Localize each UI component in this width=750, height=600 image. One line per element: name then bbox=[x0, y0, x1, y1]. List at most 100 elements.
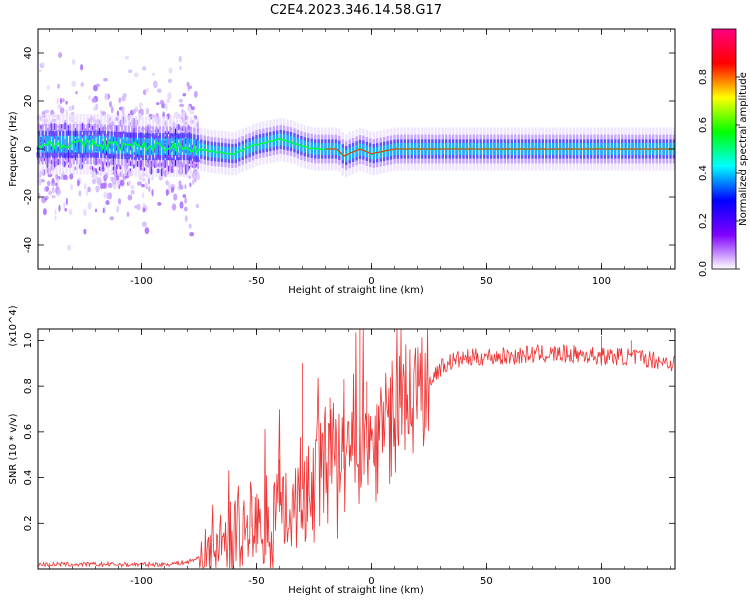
spectrogram-noise-cell bbox=[55, 173, 59, 180]
colorbar-gradient bbox=[711, 28, 737, 270]
spectrogram-noise-cell bbox=[126, 211, 130, 217]
spectrogram-noise-cell bbox=[88, 95, 91, 100]
spectrogram-xtick-label: 50 bbox=[480, 276, 493, 287]
spectrogram-noise-cell bbox=[156, 102, 160, 106]
figure-title: C2E4.2023.346.14.58.G17 bbox=[270, 3, 442, 18]
spectrogram-noise-cell bbox=[142, 89, 147, 96]
spectrogram-band-cell bbox=[86, 135, 89, 153]
spectrogram-band-cell bbox=[196, 140, 200, 157]
snr-series-line bbox=[37, 329, 675, 570]
spectrogram-band-cell bbox=[162, 138, 165, 155]
spectrogram-noise-cell bbox=[121, 106, 125, 115]
spectrogram-noise-cell bbox=[44, 109, 50, 113]
spectrogram-band-cell bbox=[58, 135, 62, 153]
spectrogram-band-cell bbox=[245, 143, 248, 155]
spectrogram-noise-cell bbox=[54, 215, 57, 221]
spectrogram-noise-cell bbox=[141, 177, 146, 183]
spectrogram-noise-cell bbox=[167, 183, 171, 190]
spectrogram-band-cell bbox=[141, 138, 144, 155]
spectrogram-noise-cell bbox=[68, 209, 73, 216]
spectrogram-band-cell bbox=[100, 136, 103, 153]
spectrogram-noise-cell bbox=[108, 101, 113, 108]
colorbar-tick-label: 0.2 bbox=[698, 213, 709, 229]
spectrogram-noise-cell bbox=[184, 197, 187, 204]
spectrogram-noise-cell bbox=[156, 88, 162, 93]
spectrogram-noise-cell bbox=[54, 209, 57, 216]
spectrogram-noise-cell bbox=[128, 180, 131, 186]
spectrogram-band-cell bbox=[75, 135, 79, 153]
spectrogram-noise-cell bbox=[110, 106, 114, 114]
spectrogram-ytick-label: 40 bbox=[23, 47, 34, 60]
spectrogram-noise-cell bbox=[182, 93, 187, 97]
spectrogram-noise-cell bbox=[165, 180, 169, 186]
spectrogram-noise-cell bbox=[71, 104, 75, 111]
spectrogram-band-cell bbox=[96, 135, 99, 153]
spectrogram-noise-cell bbox=[179, 103, 185, 108]
spectrogram-ylabel: Frequency (Hz) bbox=[8, 111, 19, 187]
spectrogram-noise-cell bbox=[99, 109, 103, 114]
spectrogram-noise-cell bbox=[173, 193, 178, 201]
snr-xtick-label: 100 bbox=[592, 576, 611, 587]
spectrogram-band-cell bbox=[41, 135, 44, 153]
colorbar-tick-label: 0.4 bbox=[698, 165, 709, 181]
spectrogram-noise-cell bbox=[71, 80, 76, 87]
spectrogram-noise-cell bbox=[148, 186, 151, 193]
spectrogram-noise-cell bbox=[192, 179, 195, 185]
snr-frame bbox=[37, 328, 676, 570]
spectrogram-band-cell bbox=[165, 138, 168, 155]
spectrogram-band-cell bbox=[110, 136, 113, 154]
spectrogram-noise-cell bbox=[56, 97, 59, 105]
spectrogram-noise-cell bbox=[65, 100, 68, 105]
spectrogram-band-cell bbox=[69, 135, 72, 153]
spectrogram-band-cell bbox=[186, 138, 189, 155]
spectrogram-xtick-label: -100 bbox=[130, 276, 153, 287]
spectrogram-noise-cell bbox=[170, 186, 174, 193]
spectrogram-band-cell bbox=[103, 136, 106, 153]
spectrogram-noise-cell bbox=[65, 197, 68, 206]
spectrogram-noise-cell bbox=[51, 183, 56, 187]
spectrogram-noise-cell bbox=[135, 106, 138, 111]
snr-ytick-label: 0.8 bbox=[23, 378, 34, 394]
spectrogram-band-cell bbox=[72, 135, 75, 153]
spectrogram-band-cell bbox=[158, 138, 162, 155]
spectrogram-noise-cell bbox=[120, 179, 125, 187]
spectrogram-noise-cell bbox=[84, 182, 87, 190]
spectrogram-noise-cell bbox=[95, 185, 100, 193]
spectrogram-noise-cell bbox=[188, 223, 192, 229]
spectrogram-band-cell bbox=[89, 135, 93, 153]
spectrogram-noise-cell bbox=[117, 198, 122, 205]
spectrogram-band-cell bbox=[124, 137, 127, 155]
snr-xtick-label: 0 bbox=[368, 576, 374, 587]
spectrogram-noise-cell bbox=[48, 190, 53, 195]
spectrogram-frame bbox=[37, 28, 676, 270]
spectrogram-noise-cell bbox=[41, 62, 45, 66]
spectrogram-band-cell bbox=[134, 137, 137, 155]
spectrogram-noise-cell bbox=[96, 83, 100, 87]
snr-ytick-label: 0.4 bbox=[23, 470, 34, 486]
spectrogram-noise-cell bbox=[147, 177, 151, 185]
spectrogram-noise-cell bbox=[87, 202, 92, 210]
snr-xtick-label: 50 bbox=[480, 576, 493, 587]
spectrogram-noise-cell bbox=[118, 97, 122, 104]
spectrogram-noise-cell bbox=[184, 215, 188, 222]
spectrogram-noise-cell bbox=[64, 207, 67, 212]
snr-xtick-label: -50 bbox=[248, 576, 264, 587]
spectrogram-ytick-label: 20 bbox=[23, 95, 34, 108]
spectrogram-noise-cell bbox=[40, 179, 45, 183]
spectrogram-band-cell bbox=[189, 138, 193, 156]
spectrogram-noise-cell bbox=[60, 173, 65, 181]
spectrogram-band-cell bbox=[113, 136, 117, 154]
spectrogram-noise-cell bbox=[67, 245, 72, 251]
spectrogram-noise-cell bbox=[138, 113, 143, 117]
spectrogram-noise-cell bbox=[55, 182, 58, 187]
spectrogram-noise-cell bbox=[152, 80, 158, 89]
snr-scale-note: (x10^4) bbox=[8, 305, 19, 346]
spectrogram-noise-cell bbox=[103, 78, 108, 82]
spectrogram-band-cell bbox=[65, 135, 68, 153]
spectrogram-noise-cell bbox=[145, 88, 149, 92]
spectrogram-band-cell bbox=[93, 135, 96, 153]
spectrogram-noise-cell bbox=[68, 105, 74, 111]
spectrogram-noise-cell bbox=[62, 174, 68, 180]
spectrogram-band-cell bbox=[79, 135, 82, 153]
spectrogram-xlabel: Height of straight line (km) bbox=[288, 285, 424, 296]
